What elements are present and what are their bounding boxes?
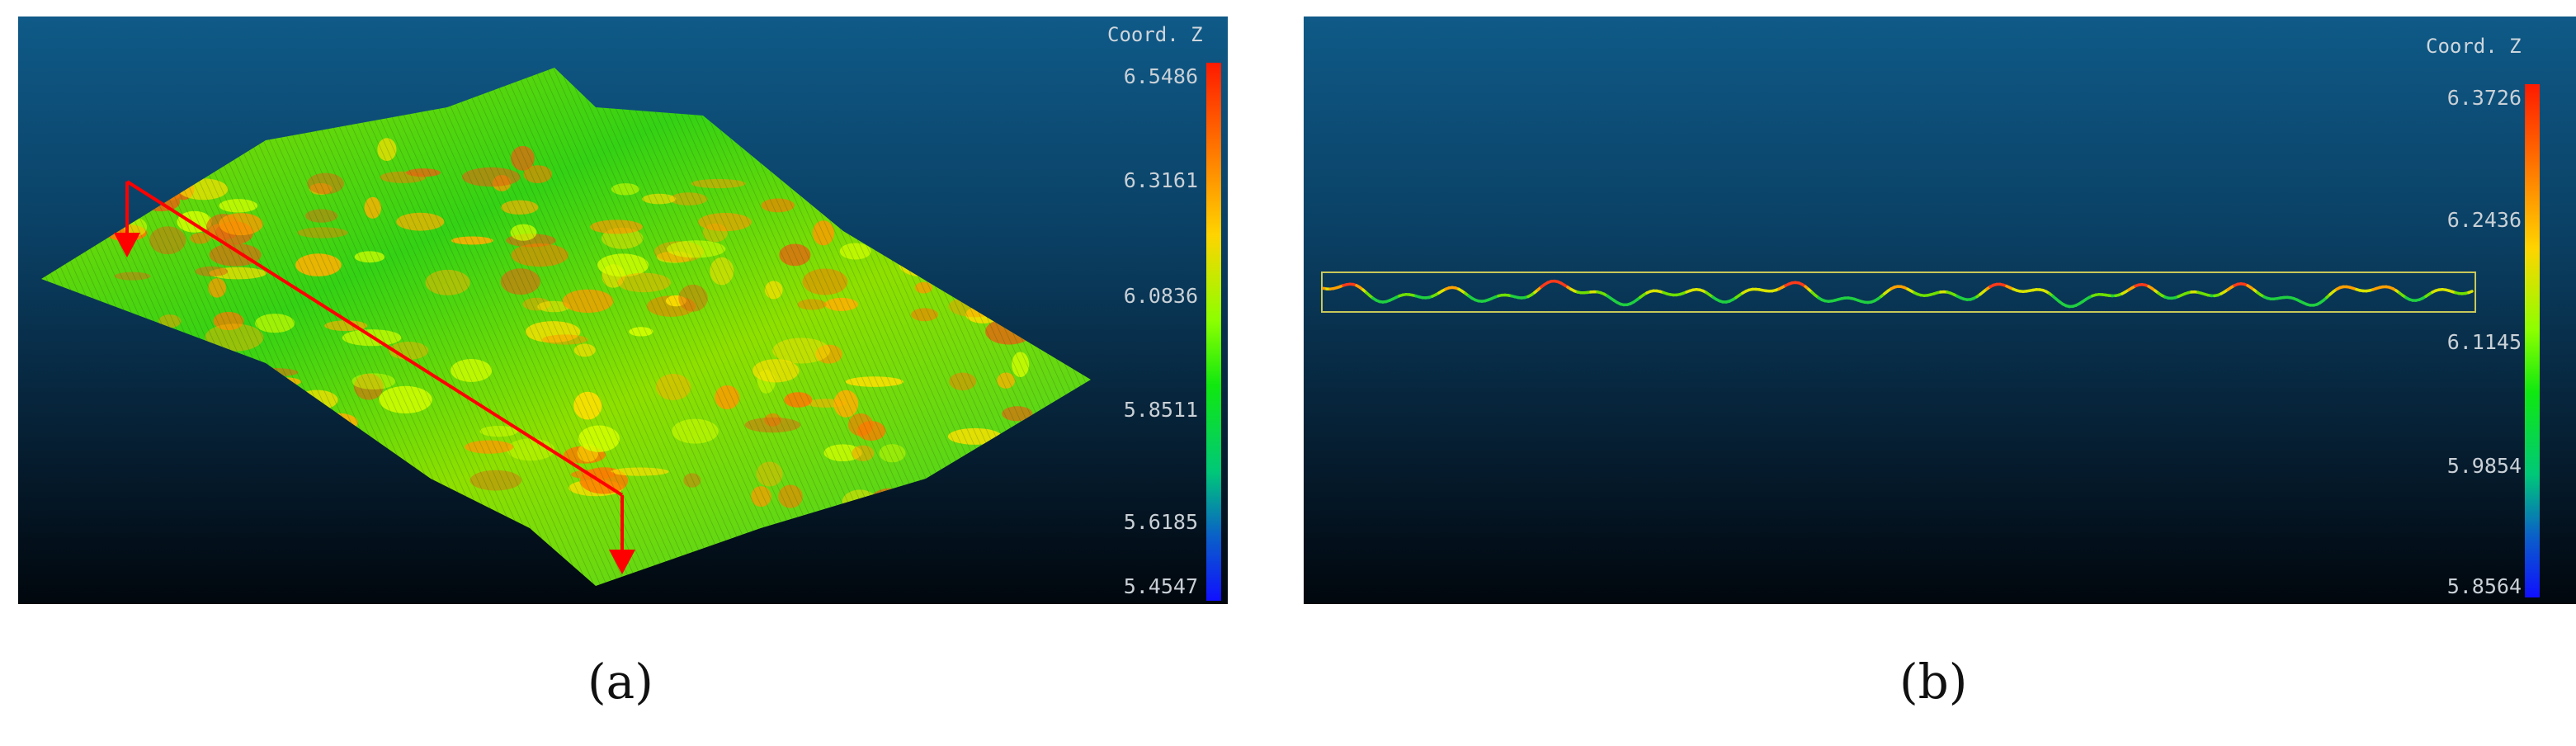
- colorbar-tick: 6.3161: [1123, 168, 1198, 192]
- colorbar-tick: 6.0836: [1123, 284, 1198, 308]
- colorbar-tick: 5.6185: [1123, 510, 1198, 534]
- colorbar: [2525, 84, 2540, 597]
- colorbar-tick: 5.8564: [2446, 574, 2522, 598]
- terrain-peak: [158, 165, 196, 179]
- profile-line-marker: [114, 180, 635, 574]
- profile-view: [1321, 271, 2476, 313]
- terrain-peak: [234, 423, 262, 450]
- terrain-peak: [152, 148, 177, 158]
- terrain-peak: [966, 510, 1000, 537]
- terrain-peak: [163, 440, 206, 454]
- terrain-peak: [976, 465, 996, 484]
- selection-box: [1321, 271, 2476, 313]
- mesh-texture: [41, 68, 1091, 586]
- terrain-peak: [153, 132, 179, 147]
- terrain-peak: [932, 195, 962, 210]
- terrain-peak: [182, 112, 231, 138]
- profile-panel: Coord. Z 6.3726 6.2436 6.1145 5.9854 5.8…: [1304, 17, 2576, 604]
- colorbar-tick: 6.3726: [2446, 86, 2522, 110]
- caption-a: (a): [587, 654, 653, 710]
- colorbar-tick: 5.9854: [2446, 454, 2522, 478]
- terrain-peak: [159, 370, 195, 393]
- terrain-peak: [263, 399, 309, 408]
- colorbar: [1206, 63, 1221, 601]
- colorbar-tick: 5.4547: [1123, 574, 1198, 598]
- profile-curve: [1322, 279, 2474, 309]
- colorbar-title: Coord. Z: [1107, 23, 1203, 46]
- terrain-peak: [249, 412, 276, 428]
- terrain-peak: [149, 358, 185, 382]
- terrain-peak: [160, 133, 212, 147]
- terrain-peak: [849, 188, 868, 216]
- caption-b: (b): [1899, 654, 1968, 710]
- terrain-peak: [210, 111, 263, 139]
- terrain-peak: [241, 424, 295, 450]
- terrain-peak: [140, 110, 181, 135]
- terrain-peak: [186, 167, 209, 179]
- terrain-peak: [221, 411, 264, 428]
- colorbar-title: Coord. Z: [2426, 35, 2522, 58]
- terrain-peak: [231, 356, 260, 385]
- colorbar-tick: 6.2436: [2446, 208, 2522, 232]
- profile-segment: [2467, 290, 2474, 295]
- colorbar-tick: 6.1145: [2446, 330, 2522, 354]
- terrain-peak: [949, 227, 1002, 238]
- terrain-peak: [168, 111, 193, 135]
- surface-3d-panel: Coord. Z 6.5486 6.3161 6.0836 5.8511 5.6…: [18, 17, 1228, 604]
- terrain-peak: [1038, 507, 1065, 519]
- terrain-peak: [223, 379, 280, 395]
- terrain-peak: [975, 261, 998, 270]
- colorbar-tick: 5.8511: [1123, 398, 1198, 422]
- terrain-peak: [1012, 473, 1069, 487]
- surface-3d-view: [41, 68, 1091, 586]
- terrain-peak: [1003, 518, 1024, 542]
- terrain-peak: [924, 512, 959, 531]
- terrain-peak: [260, 422, 305, 440]
- colorbar-tick: 6.5486: [1123, 64, 1198, 88]
- terrain-peak: [894, 226, 929, 239]
- terrain-peak: [903, 228, 951, 250]
